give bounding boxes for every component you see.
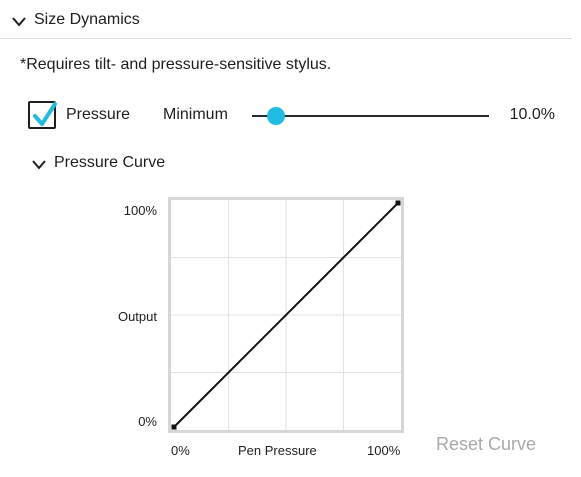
pressure-curve-line xyxy=(173,202,399,428)
x-axis-max-label: 100% xyxy=(367,443,401,458)
checkmark-icon xyxy=(33,102,57,126)
curve-control-point[interactable] xyxy=(171,424,177,430)
minimum-slider-thumb[interactable] xyxy=(266,107,285,125)
y-axis-min-label: 0% xyxy=(138,414,157,429)
chevron-down-icon[interactable] xyxy=(32,160,46,170)
minimum-label: Minimum xyxy=(163,106,228,123)
x-axis-min-label: 0% xyxy=(171,443,190,458)
x-axis-title: Pen Pressure xyxy=(238,443,317,458)
reset-curve-button[interactable]: Reset Curve xyxy=(436,434,537,454)
minimum-value: 10.0% xyxy=(509,106,555,123)
y-axis-title: Output xyxy=(117,309,157,324)
size-dynamics-header[interactable]: Size Dynamics xyxy=(0,0,572,39)
y-axis-max-label: 100% xyxy=(123,203,157,218)
curve-control-point[interactable] xyxy=(395,200,401,206)
pressure-label: Pressure xyxy=(66,106,131,123)
chevron-down-icon[interactable] xyxy=(12,17,26,27)
pressure-checkbox[interactable] xyxy=(28,101,57,129)
pressure-curve-editor[interactable] xyxy=(168,197,404,433)
stylus-requirement-note: *Requires tilt- and pressure-sensitive s… xyxy=(20,56,332,73)
minimum-slider-track[interactable] xyxy=(252,115,489,117)
pressure-curve-title: Pressure Curve xyxy=(54,154,166,171)
section-title: Size Dynamics xyxy=(34,11,140,28)
